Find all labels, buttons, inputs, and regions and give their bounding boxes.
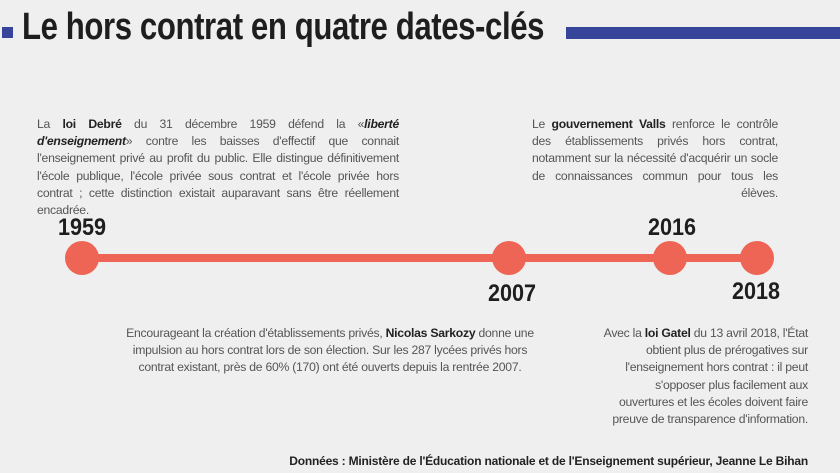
- year-label-1959: 1959: [57, 214, 107, 241]
- year-label-2018: 2018: [731, 278, 781, 305]
- source-credit: Données : Ministère de l'Éducation natio…: [289, 454, 808, 468]
- timeline-line: [82, 254, 757, 262]
- event-2018-text: Avec la loi Gatel du 13 avril 2018, l'Ét…: [603, 326, 809, 427]
- timeline-dot-1959: [65, 241, 99, 275]
- year-label-2016: 2016: [647, 214, 697, 241]
- page-title: Le hors contrat en quatre dates-clés: [22, 6, 545, 48]
- event-2016-text: Le gouvernement Valls renforce le contrô…: [532, 117, 778, 200]
- timeline-dot-2018: [740, 241, 774, 275]
- year-label-2007: 2007: [487, 280, 537, 307]
- timeline-dot-2007: [492, 241, 526, 275]
- timeline-dot-2016: [653, 241, 687, 275]
- title-bar-accent: [566, 27, 840, 39]
- event-1959-text: La loi Debré du 31 décembre 1959 défend …: [37, 117, 399, 218]
- title-square-accent: [2, 27, 13, 38]
- event-2007-text: Encourageant la création d'établissement…: [126, 326, 534, 375]
